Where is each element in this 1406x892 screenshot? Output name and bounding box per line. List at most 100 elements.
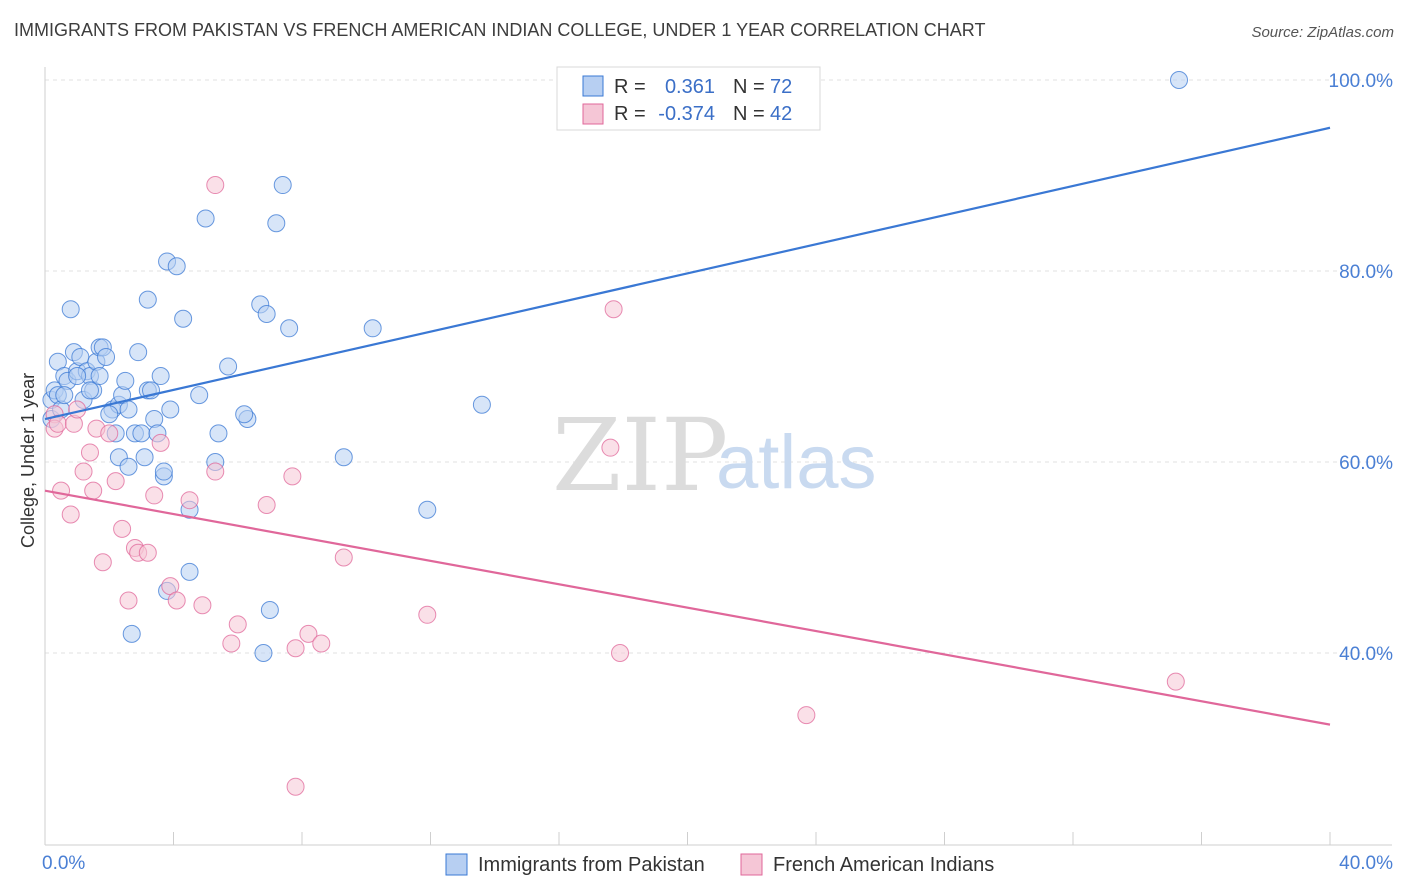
y-tick-label: 100.0% — [1329, 71, 1394, 92]
point-french-american-indians — [93, 553, 112, 572]
point-french-american-indians — [206, 462, 225, 481]
chart-title: IMMIGRANTS FROM PAKISTAN VS FRENCH AMERI… — [14, 20, 986, 40]
point-pakistan — [219, 357, 238, 376]
point-pakistan — [1170, 71, 1189, 89]
watermark-atlas: atlas — [716, 420, 877, 505]
point-pakistan — [180, 562, 199, 581]
trendline-french-american-indians — [44, 489, 1331, 726]
stats-n-label-pink: N = — [733, 103, 765, 125]
point-pakistan — [68, 367, 87, 386]
point-french-american-indians — [312, 634, 331, 653]
point-french-american-indians — [167, 591, 186, 610]
point-french-american-indians — [283, 467, 302, 486]
data-points — [42, 71, 1189, 796]
legend-label-pakistan: Immigrants from Pakistan — [478, 854, 705, 876]
stats-swatch-pink — [582, 103, 604, 125]
point-french-american-indians — [193, 596, 212, 615]
point-french-american-indians — [257, 495, 276, 514]
point-french-american-indians — [418, 605, 437, 624]
point-pakistan — [472, 395, 491, 414]
point-french-american-indians — [222, 634, 241, 653]
legend-label-french-american-indians: French American Indians — [773, 854, 994, 876]
point-french-american-indians — [145, 486, 164, 505]
point-french-american-indians — [206, 176, 225, 195]
stats-n-value-pink: 42 — [770, 103, 792, 125]
point-french-american-indians — [84, 481, 103, 500]
point-french-american-indians — [286, 777, 305, 796]
point-french-american-indians — [604, 300, 623, 319]
point-french-american-indians — [797, 706, 816, 725]
point-pakistan — [135, 448, 154, 467]
stats-r-label-pink: R = — [614, 103, 646, 125]
point-french-american-indians — [299, 624, 318, 643]
point-pakistan — [151, 367, 170, 386]
point-pakistan — [235, 405, 254, 424]
point-french-american-indians — [151, 433, 170, 452]
point-pakistan — [132, 424, 151, 443]
point-pakistan — [267, 214, 286, 233]
point-pakistan — [61, 300, 80, 319]
legend-swatch-french-american-indians — [740, 853, 763, 876]
point-pakistan — [119, 457, 138, 476]
point-pakistan — [273, 176, 292, 195]
stats-r-value-blue: 0.361 — [665, 76, 715, 98]
point-pakistan — [167, 257, 186, 276]
point-french-american-indians — [611, 644, 630, 662]
gridlines — [45, 79, 1392, 654]
point-pakistan — [196, 209, 215, 228]
y-tick-label: 60.0% — [1339, 453, 1393, 474]
x-tick-label: 40.0% — [1339, 853, 1393, 874]
point-pakistan — [190, 386, 209, 405]
point-french-american-indians — [334, 548, 353, 567]
point-french-american-indians — [61, 505, 80, 524]
stats-n-label-blue: N = — [733, 76, 765, 98]
point-french-american-indians — [113, 519, 132, 538]
axes — [44, 67, 1392, 846]
point-pakistan — [100, 405, 119, 424]
point-pakistan — [97, 347, 116, 366]
tick-labels: 100.0% 80.0% 60.0% 40.0% 0.0% 40.0% — [42, 71, 1393, 874]
point-pakistan — [90, 367, 109, 386]
point-french-american-indians — [1166, 672, 1185, 691]
stats-swatch-blue — [582, 75, 604, 97]
point-pakistan — [122, 624, 141, 643]
point-french-american-indians — [138, 543, 157, 562]
point-pakistan — [363, 319, 382, 338]
point-pakistan — [161, 400, 180, 419]
watermark: ZIP atlas — [552, 397, 877, 514]
point-pakistan — [280, 319, 299, 338]
point-french-american-indians — [286, 639, 305, 658]
point-pakistan — [209, 424, 228, 443]
point-french-american-indians — [100, 424, 119, 443]
stats-legend: R = 0.361 N = 72 R = -0.374 N = 42 — [556, 66, 821, 131]
point-french-american-indians — [601, 438, 620, 457]
point-pakistan — [260, 601, 279, 620]
point-pakistan — [154, 462, 173, 481]
point-french-american-indians — [80, 443, 99, 462]
point-french-american-indians — [106, 472, 125, 491]
point-pakistan — [138, 290, 157, 309]
point-pakistan — [257, 304, 276, 323]
y-axis-title: College, Under 1 year — [18, 373, 38, 548]
legend-swatch-pakistan — [445, 853, 468, 876]
point-french-american-indians — [74, 462, 93, 481]
point-pakistan — [80, 381, 99, 400]
y-tick-label: 40.0% — [1339, 644, 1393, 665]
stats-r-label-blue: R = — [614, 76, 646, 98]
point-pakistan — [55, 386, 74, 405]
x-tick-label: 0.0% — [42, 853, 85, 874]
stats-n-value-blue: 72 — [770, 76, 792, 98]
point-pakistan — [418, 500, 437, 519]
point-pakistan — [116, 371, 135, 390]
point-french-american-indians — [228, 615, 247, 634]
watermark-zip: ZIP — [552, 397, 728, 514]
source-label: Source: ZipAtlas.com — [1251, 24, 1394, 41]
point-pakistan — [119, 400, 138, 419]
trendlines — [44, 126, 1331, 726]
point-pakistan — [129, 343, 148, 362]
y-tick-label: 80.0% — [1339, 262, 1393, 283]
point-pakistan — [254, 644, 273, 662]
series-legend: Immigrants from Pakistan French American… — [445, 853, 994, 876]
point-french-american-indians — [52, 481, 71, 500]
